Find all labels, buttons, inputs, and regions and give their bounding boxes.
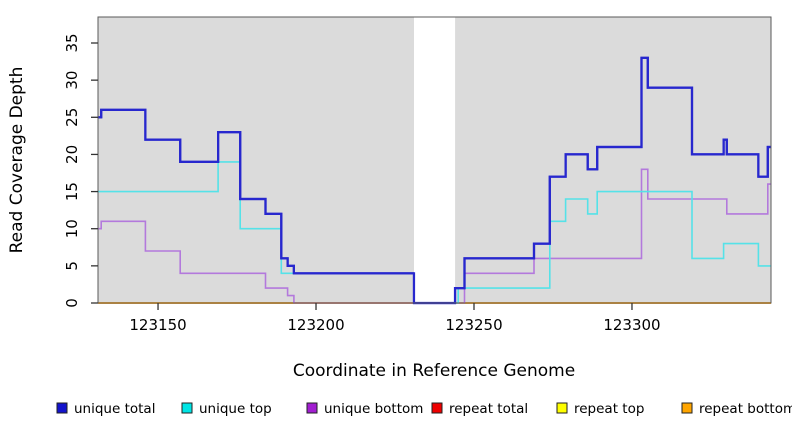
legend-item-label: repeat top [574,401,644,417]
legend-item-label: repeat bottom [699,401,792,417]
legend-item-label: unique total [74,401,155,417]
legend-item-unique-total: unique total [56,401,155,417]
legend-item-label: repeat total [449,401,528,417]
plot-border [97,16,772,304]
y-tick-label: 0 [63,298,81,308]
series-overlay-layer [98,56,771,305]
y-tick-label: 35 [63,33,81,52]
legend-item-unique-bottom: unique bottom [306,401,423,417]
legend-item-repeat-bottom: repeat bottom [681,401,792,417]
x-axis-ticks: 123150 123200 123250 123300 [129,303,661,334]
y-tick-label: 30 [63,71,81,90]
legend: unique total unique top unique bottom repea… [56,401,792,417]
series-unique-total-line [98,56,771,305]
legend-item-label: unique bottom [324,401,423,417]
x-tick-label: 123250 [445,316,502,334]
series-unique-top-line [98,161,771,304]
y-tick-label: 25 [63,108,81,127]
legend-item-repeat-total: repeat total [431,401,528,417]
y-tick-label: 10 [63,219,81,238]
masked-region-layer [414,17,456,303]
legend-swatch-icon [306,402,318,414]
legend-item-repeat-top: repeat top [556,401,644,417]
legend-swatch-icon [556,402,568,414]
legend-swatch-icon [431,402,443,414]
x-axis-title: Coordinate in Reference Genome [293,361,575,381]
x-tick-label: 123200 [287,316,344,334]
legend-item-label: unique top [199,401,272,417]
y-tick-label: 15 [63,182,81,201]
legend-swatch-icon [181,402,193,414]
y-axis-title: Read Coverage Depth [7,67,27,254]
y-tick-label: 5 [63,261,81,271]
x-tick-label: 123300 [603,316,660,334]
masked-region [414,17,456,303]
y-tick-label: 20 [63,145,81,164]
legend-swatch-icon [681,402,693,414]
legend-swatch-icon [56,402,68,414]
y-axis-ticks: 0 5 10 15 20 25 30 35 [63,33,98,308]
x-tick-label: 123150 [129,316,186,334]
legend-item-unique-top: unique top [181,401,272,417]
